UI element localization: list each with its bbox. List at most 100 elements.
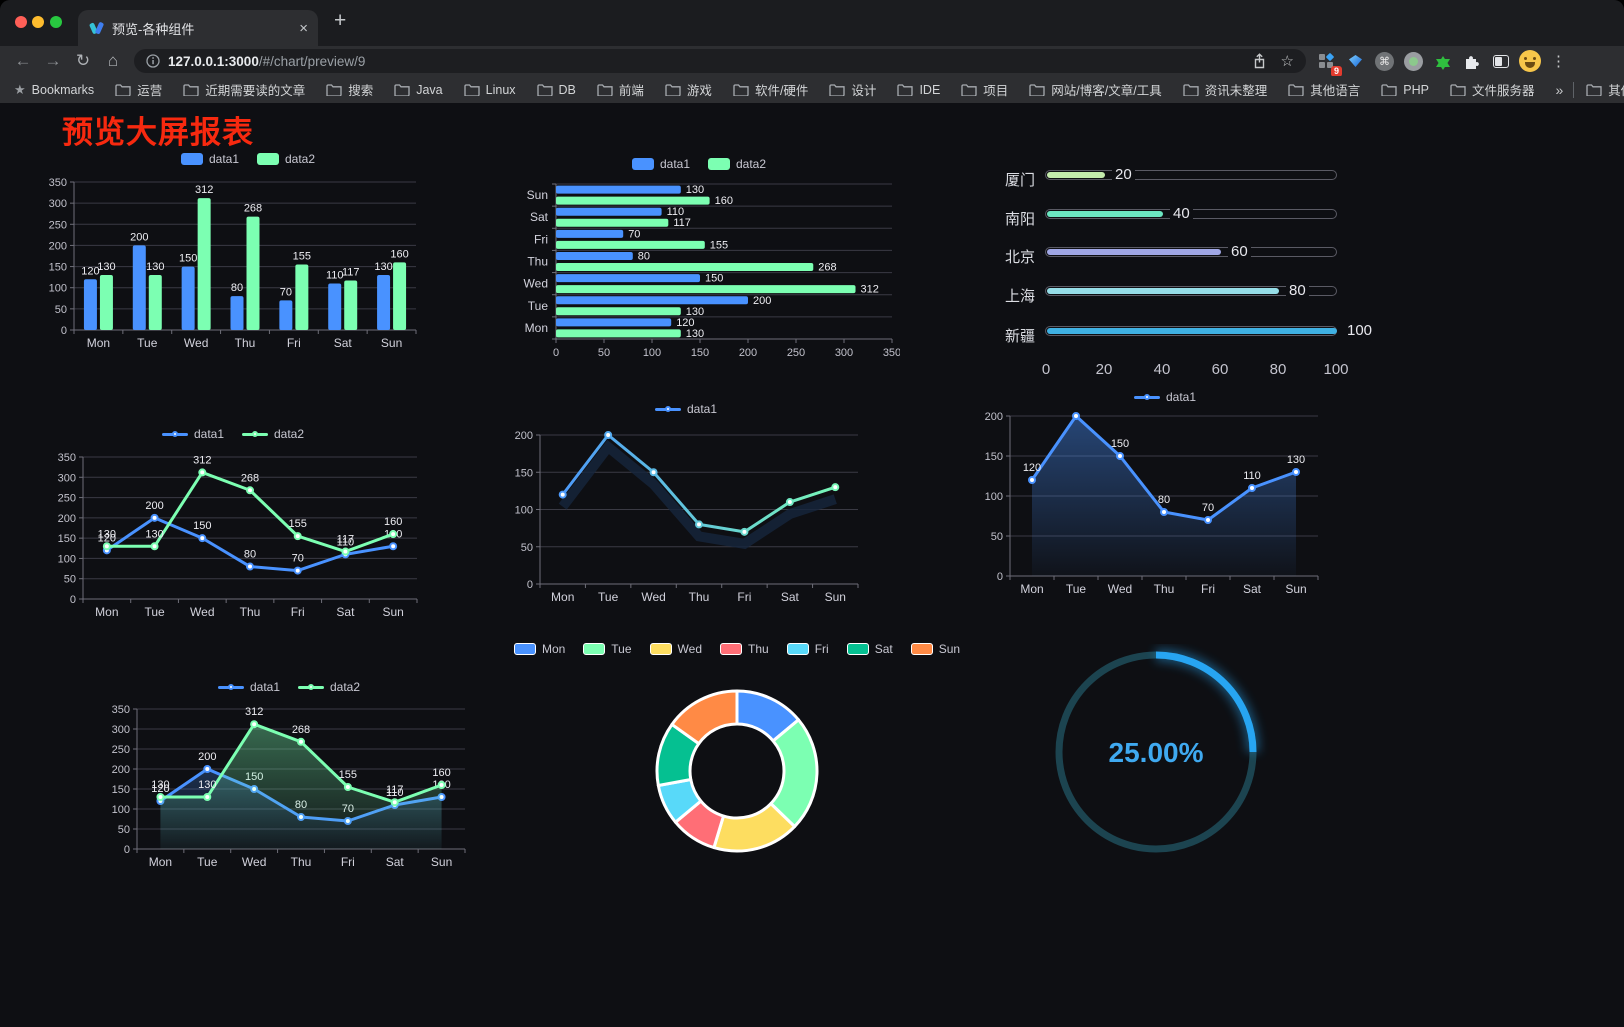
data-point-data1[interactable] <box>1292 468 1300 476</box>
legend-item-Tue[interactable]: Tue <box>583 642 632 656</box>
bookmark-folder[interactable]: 搜索 <box>326 80 373 99</box>
bar-data2[interactable] <box>246 216 260 330</box>
browser-tab[interactable]: 预览-各种组件 × <box>78 10 318 46</box>
extension-gem-icon[interactable] <box>1341 48 1370 74</box>
data-point-data1[interactable] <box>649 468 658 477</box>
data-point-data2[interactable] <box>341 547 350 556</box>
data-point-data1[interactable] <box>150 513 159 522</box>
data-point-data1[interactable] <box>831 483 840 492</box>
bar-data1[interactable] <box>328 283 342 330</box>
bar-data2[interactable] <box>344 280 358 330</box>
bar-data2[interactable] <box>148 275 162 330</box>
data-point-data1[interactable] <box>558 490 567 499</box>
minimize-window-button[interactable] <box>32 16 44 28</box>
data-point-data1[interactable] <box>1072 412 1080 420</box>
bookmark-folder[interactable]: 项目 <box>961 80 1008 99</box>
data-point-data1[interactable] <box>695 520 703 529</box>
bookmark-folder[interactable]: 软件/硬件 <box>733 80 808 99</box>
legend-item-data1[interactable]: data1 <box>180 152 239 166</box>
bar-data1[interactable] <box>556 185 681 194</box>
bar-data1[interactable] <box>230 296 244 330</box>
browser-menu-icon[interactable]: ⋮ <box>1551 53 1566 70</box>
close-window-button[interactable] <box>15 16 27 28</box>
bar-data2[interactable] <box>556 263 814 271</box>
data-point-data1[interactable] <box>1204 516 1212 524</box>
side-panel-icon[interactable] <box>1486 48 1515 74</box>
bookmark-folder[interactable]: 其他语言 <box>1288 80 1360 99</box>
data-point-data2[interactable] <box>102 542 111 551</box>
data-point-data1[interactable] <box>1116 452 1124 460</box>
legend-item-Sat[interactable]: Sat <box>846 642 893 656</box>
bookmark-folder[interactable]: 文件服务器 <box>1450 80 1534 99</box>
share-icon[interactable] <box>1252 53 1267 69</box>
bookmark-folder[interactable]: 运营 <box>115 80 162 99</box>
extension-command-icon[interactable]: ⌘ <box>1370 48 1399 74</box>
bookmark-star-icon[interactable]: ☆ <box>1280 53 1294 70</box>
data-point-data1[interactable] <box>604 431 613 439</box>
data-point-data2[interactable] <box>389 530 398 539</box>
legend-item-Sun[interactable]: Sun <box>910 642 960 656</box>
legend-item-data1[interactable]: data1 <box>654 402 717 416</box>
data-point-data2[interactable] <box>293 532 302 541</box>
bookmarks-overflow-button[interactable]: » <box>1555 81 1564 98</box>
data-point-data2[interactable] <box>198 468 207 477</box>
data-point-data2[interactable] <box>297 737 305 746</box>
data-point-data2[interactable] <box>246 486 254 495</box>
bar-data2[interactable] <box>556 196 710 205</box>
extensions-puzzle-icon[interactable] <box>1457 48 1486 74</box>
bookmark-folder[interactable]: 近期需要读的文章 <box>183 80 305 99</box>
bookmark-folder[interactable]: 游戏 <box>665 80 712 99</box>
data-point-data2[interactable] <box>156 793 165 801</box>
back-button[interactable]: ← <box>14 51 32 70</box>
new-tab-button[interactable]: + <box>334 9 347 32</box>
bar-data2[interactable] <box>556 307 681 316</box>
data-point-data1[interactable] <box>293 566 302 575</box>
bar-data1[interactable] <box>556 296 748 305</box>
bar-data1[interactable] <box>556 229 624 238</box>
data-point-data2[interactable] <box>203 793 212 801</box>
forward-button[interactable]: → <box>44 51 62 70</box>
bar-data2[interactable] <box>556 285 856 294</box>
bar-data1[interactable] <box>556 252 633 260</box>
bar-data1[interactable] <box>377 275 391 330</box>
bar-data2[interactable] <box>393 262 407 330</box>
bookmark-folder[interactable]: 前端 <box>597 80 644 99</box>
data-point-data2[interactable] <box>390 798 399 807</box>
address-bar[interactable]: 127.0.0.1:3000/#/chart/preview/9 ☆ <box>134 49 1306 73</box>
info-icon[interactable] <box>146 54 160 68</box>
data-point-data1[interactable] <box>203 765 212 773</box>
data-point-data1[interactable] <box>1248 484 1256 492</box>
bookmark-folder[interactable]: 网站/博客/文章/工具 <box>1029 80 1162 99</box>
bar-data2[interactable] <box>99 275 113 330</box>
fullscreen-window-button[interactable] <box>50 16 62 28</box>
legend-item-data2[interactable]: data2 <box>298 680 360 694</box>
legend-item-data1[interactable]: data1 <box>631 157 690 171</box>
legend-item-Wed[interactable]: Wed <box>649 642 702 656</box>
legend-item-Mon[interactable]: Mon <box>513 642 565 656</box>
data-point-data1[interactable] <box>785 498 794 507</box>
bar-data2[interactable] <box>556 240 705 249</box>
extension-grid-icon[interactable]: 9 <box>1312 48 1342 77</box>
bookmark-folder[interactable]: 资讯未整理 <box>1183 80 1267 99</box>
other-bookmarks-folder[interactable]: 其他书签 <box>1586 80 1624 99</box>
legend-item-data2[interactable]: data2 <box>242 427 304 441</box>
bar-data2[interactable] <box>556 218 669 227</box>
data-point-data1[interactable] <box>389 542 398 551</box>
data-point-data1[interactable] <box>198 534 207 543</box>
legend-item-Fri[interactable]: Fri <box>786 642 829 656</box>
extension-record-icon[interactable] <box>1399 48 1428 74</box>
bar-data1[interactable] <box>279 300 293 330</box>
bookmark-folder[interactable]: PHP <box>1381 83 1429 97</box>
tab-close-icon[interactable]: × <box>299 19 308 37</box>
pie-slice-Sun[interactable] <box>670 689 739 746</box>
bookmark-folder[interactable]: Java <box>394 83 443 97</box>
bar-data1[interactable] <box>83 279 97 330</box>
data-point-data2[interactable] <box>343 783 352 791</box>
legend-item-data2[interactable]: data2 <box>708 157 766 171</box>
bookmark-folder[interactable]: 设计 <box>829 80 876 99</box>
profile-avatar[interactable] <box>1515 48 1544 74</box>
bar-data1[interactable] <box>556 274 700 283</box>
extension-star-icon[interactable] <box>1428 48 1457 74</box>
legend-item-Thu[interactable]: Thu <box>720 642 769 656</box>
legend-item-data1[interactable]: data1 <box>217 680 280 694</box>
